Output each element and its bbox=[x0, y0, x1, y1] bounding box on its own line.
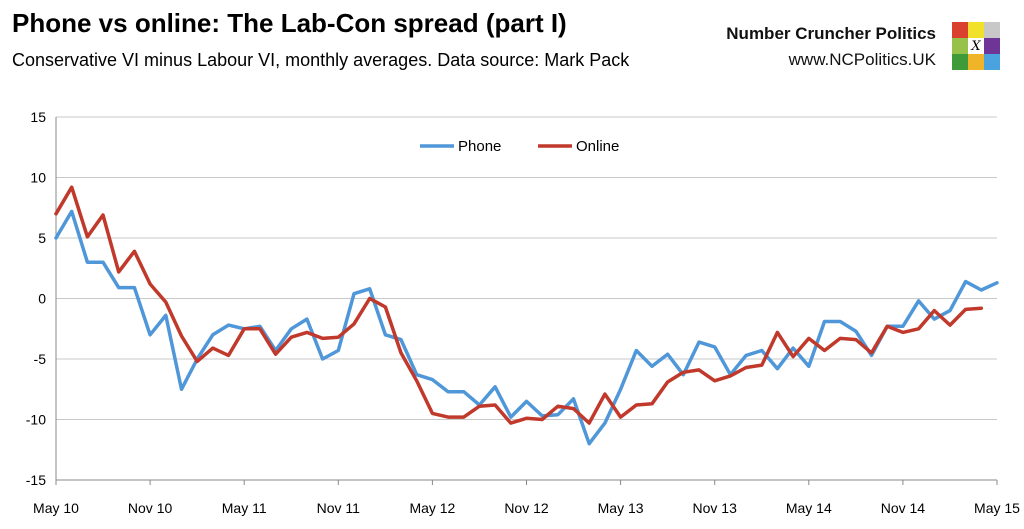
y-tick-label: -5 bbox=[34, 351, 47, 367]
chart-subtitle: Conservative VI minus Labour VI, monthly… bbox=[12, 50, 630, 70]
chart-legend: Phone Online bbox=[420, 138, 619, 155]
logo-tile bbox=[968, 54, 984, 70]
logo-tile bbox=[984, 22, 1000, 38]
y-tick-label: -10 bbox=[26, 412, 46, 428]
brand-url[interactable]: www.NCPolitics.UK bbox=[788, 50, 936, 69]
brand-block: Number Cruncher Politics www.NCPolitics.… bbox=[726, 24, 936, 70]
logo-tile bbox=[984, 38, 1000, 54]
logo-x-mark: X bbox=[968, 38, 984, 54]
brand-name: Number Cruncher Politics bbox=[726, 24, 936, 43]
logo-tile bbox=[952, 54, 968, 70]
series-line-online bbox=[54, 185, 984, 425]
x-tick-label: May 15 bbox=[974, 500, 1020, 516]
y-tick-label: 5 bbox=[38, 230, 46, 246]
x-tick-labels: May 10 Nov 10 May 11 Nov 11 May 12 Nov 12 May … bbox=[33, 500, 1020, 516]
x-tick-label: May 14 bbox=[786, 500, 832, 516]
chart-axes bbox=[55, 117, 998, 485]
brand-logo: X bbox=[952, 22, 1000, 70]
x-tick-label: Nov 10 bbox=[128, 500, 173, 516]
y-tick-label: 15 bbox=[30, 109, 46, 125]
logo-tile bbox=[984, 54, 1000, 70]
x-tick-label: Nov 13 bbox=[693, 500, 738, 516]
y-tick-labels: 15 10 5 0 -5 -10 -15 bbox=[26, 109, 46, 488]
x-tick-label: May 13 bbox=[598, 500, 644, 516]
logo-tile bbox=[952, 38, 968, 54]
legend-label-online: Online bbox=[576, 138, 619, 155]
legend-label-phone: Phone bbox=[458, 138, 501, 155]
x-tick-label: Nov 14 bbox=[881, 500, 926, 516]
y-tick-label: -15 bbox=[26, 472, 46, 488]
x-tick-label: Nov 12 bbox=[504, 500, 549, 516]
y-tick-label: 10 bbox=[30, 170, 46, 186]
logo-tile bbox=[968, 22, 984, 38]
x-tick-label: May 10 bbox=[33, 500, 79, 516]
x-tick-label: May 12 bbox=[409, 500, 455, 516]
series-line-phone bbox=[54, 209, 999, 446]
y-tick-label: 0 bbox=[38, 291, 46, 307]
chart-grid bbox=[56, 116, 997, 481]
x-tick-label: May 11 bbox=[222, 500, 267, 516]
chart-series bbox=[54, 185, 999, 446]
chart-title: Phone vs online: The Lab-Con spread (par… bbox=[12, 8, 567, 38]
logo-tile bbox=[952, 22, 968, 38]
x-tick-label: Nov 11 bbox=[317, 500, 361, 516]
